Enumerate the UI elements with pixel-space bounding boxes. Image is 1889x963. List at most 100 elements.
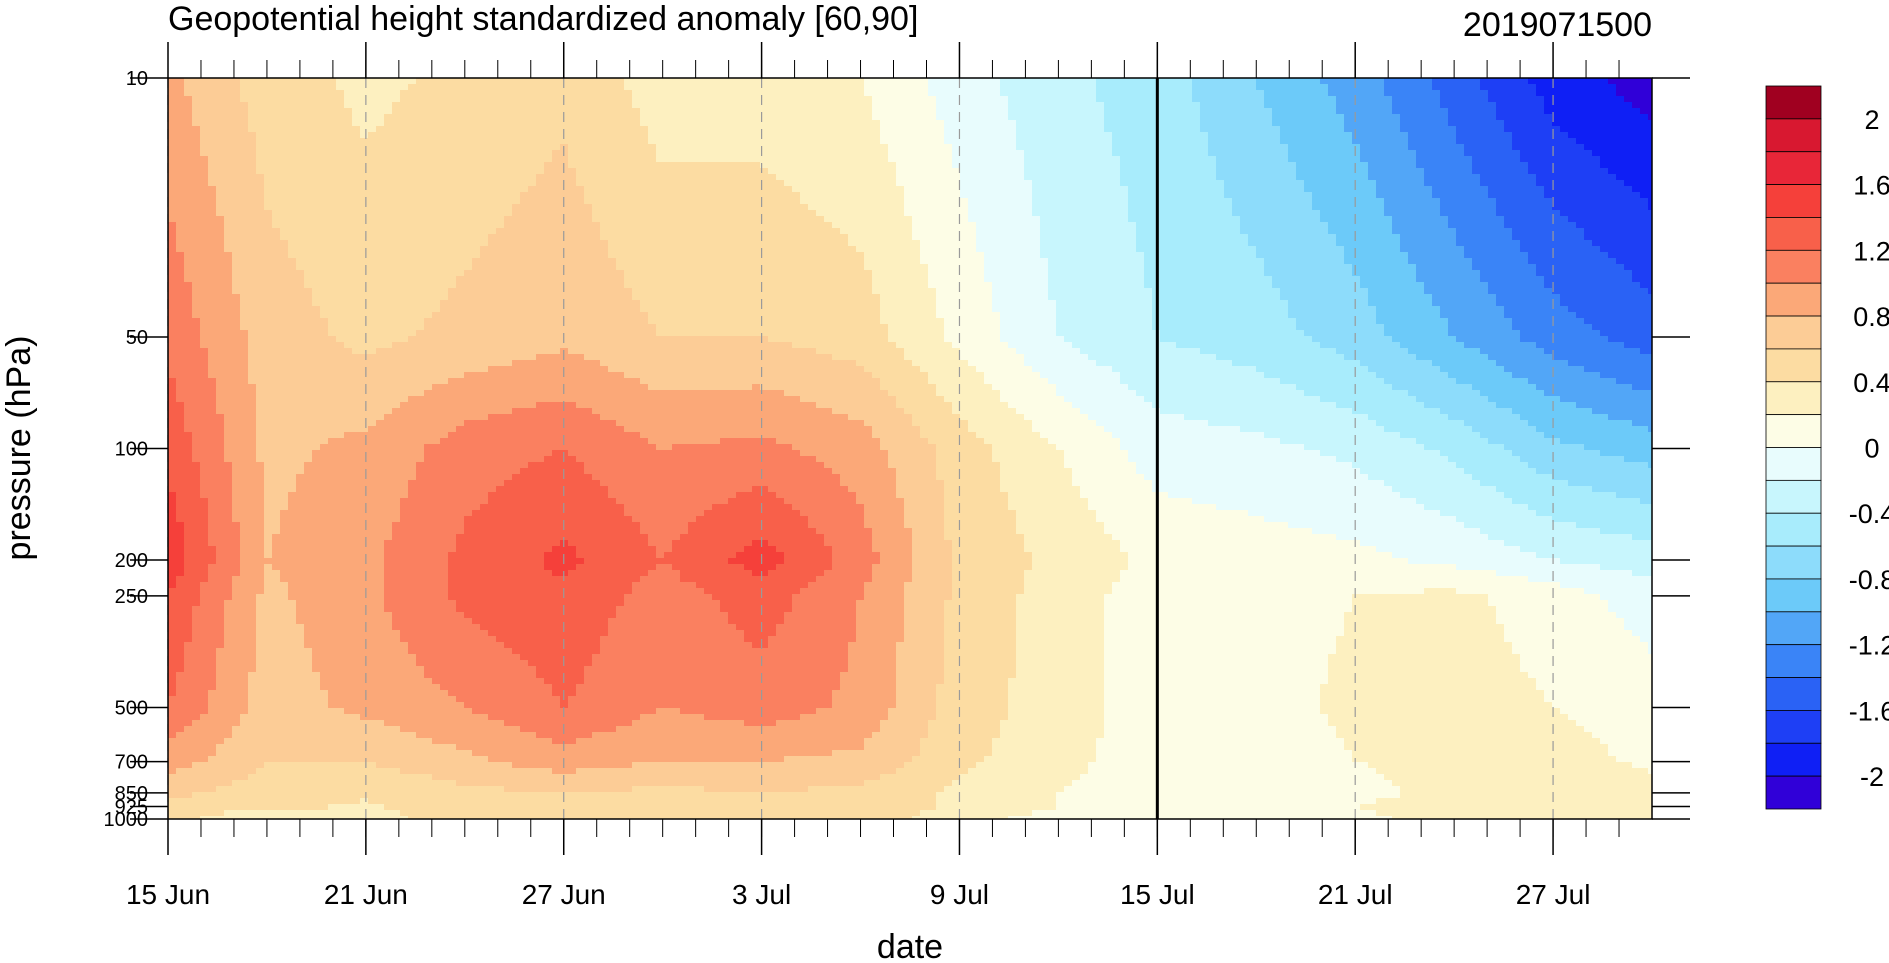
heat-cell xyxy=(1024,126,1033,133)
heat-cell xyxy=(1440,162,1449,169)
heat-cell xyxy=(776,138,785,145)
heat-cell xyxy=(1504,150,1513,157)
heat-cell xyxy=(1464,216,1473,223)
heat-cell xyxy=(1040,162,1049,169)
heat-cell xyxy=(1064,180,1073,187)
heat-cell xyxy=(1144,102,1153,109)
heat-cell xyxy=(808,126,817,133)
heat-cell xyxy=(1488,210,1497,217)
heat-cell xyxy=(1464,132,1473,139)
heat-cell xyxy=(1616,96,1625,103)
heat-cell xyxy=(744,180,753,187)
heat-cell xyxy=(384,228,393,235)
heat-cell xyxy=(1408,114,1417,121)
heat-cell xyxy=(304,228,313,235)
heat-cell xyxy=(1160,150,1169,157)
heat-cell xyxy=(568,228,577,235)
heat-cell xyxy=(512,186,521,193)
heat-cell xyxy=(960,198,969,205)
heat-cell xyxy=(1224,114,1233,121)
heat-cell xyxy=(824,174,833,181)
heat-cell xyxy=(1128,174,1137,181)
heat-cell xyxy=(992,150,1001,157)
heat-cell xyxy=(1112,210,1121,217)
heat-cell xyxy=(880,234,889,241)
heat-cell xyxy=(1048,108,1057,115)
heat-cell xyxy=(280,162,289,169)
heat-cell xyxy=(384,138,393,145)
heat-cell xyxy=(360,204,369,211)
heat-cell xyxy=(912,192,921,199)
heat-cell xyxy=(800,198,809,205)
heat-cell xyxy=(1328,168,1337,175)
heat-cell xyxy=(1552,114,1561,121)
heat-cell xyxy=(704,192,713,199)
heat-cell xyxy=(1448,90,1457,97)
heat-cell xyxy=(1416,210,1425,217)
heat-cell xyxy=(752,84,761,91)
heat-cell xyxy=(168,150,177,157)
heat-cell xyxy=(496,78,505,85)
heat-cell xyxy=(872,90,881,97)
heat-cell xyxy=(1232,144,1241,151)
heat-cell xyxy=(344,90,353,97)
heat-cell xyxy=(1056,192,1065,199)
heat-cell xyxy=(1200,132,1209,139)
heat-cell xyxy=(1200,162,1209,169)
heat-cell xyxy=(1104,90,1113,97)
heat-cell xyxy=(1000,96,1009,103)
heat-cell xyxy=(1424,192,1433,199)
heat-cell xyxy=(312,132,321,139)
heat-cell xyxy=(664,228,673,235)
heat-cell xyxy=(1032,114,1041,121)
heat-cell xyxy=(1056,90,1065,97)
heat-cell xyxy=(1104,132,1113,139)
heat-cell xyxy=(1080,90,1089,97)
heat-cell xyxy=(1072,132,1081,139)
heat-cell xyxy=(1632,186,1641,193)
heat-cell xyxy=(1560,144,1569,151)
heat-cell xyxy=(320,186,329,193)
heat-cell xyxy=(1512,210,1521,217)
heat-cell xyxy=(416,192,425,199)
heat-cell xyxy=(856,162,865,169)
heat-cell xyxy=(392,96,401,103)
heat-cell xyxy=(1552,150,1561,157)
heat-cell xyxy=(184,222,193,229)
heat-cell xyxy=(912,186,921,193)
heat-cell xyxy=(1056,102,1065,109)
heat-cell xyxy=(416,216,425,223)
heat-cell xyxy=(464,108,473,115)
heat-cell xyxy=(1600,210,1609,217)
heat-cell xyxy=(1192,78,1201,85)
heat-cell xyxy=(744,216,753,223)
heat-cell xyxy=(360,138,369,145)
heat-cell xyxy=(424,108,433,115)
heat-cell xyxy=(384,162,393,169)
heat-cell xyxy=(328,204,337,211)
heat-cell xyxy=(896,210,905,217)
heat-cell xyxy=(336,138,345,145)
heat-cell xyxy=(1112,108,1121,115)
heat-cell xyxy=(1048,210,1057,217)
heat-cell xyxy=(280,198,289,205)
heat-cell xyxy=(1544,186,1553,193)
heat-cell xyxy=(1624,168,1633,175)
heat-cell xyxy=(648,138,657,145)
heat-cell xyxy=(176,186,185,193)
heat-cell xyxy=(464,78,473,85)
heat-cell xyxy=(200,78,209,85)
heat-cell xyxy=(672,174,681,181)
heat-cell xyxy=(944,162,953,169)
heat-cell xyxy=(1552,120,1561,127)
heat-cell xyxy=(616,210,625,217)
heat-cell xyxy=(1224,222,1233,229)
heat-cell xyxy=(504,198,513,205)
heat-cell xyxy=(952,168,961,175)
heat-cell xyxy=(1064,144,1073,151)
heat-cell xyxy=(1616,228,1625,235)
heat-cell xyxy=(1584,186,1593,193)
heat-cell xyxy=(704,78,713,85)
heat-cell xyxy=(552,96,561,103)
heat-cell xyxy=(576,210,585,217)
